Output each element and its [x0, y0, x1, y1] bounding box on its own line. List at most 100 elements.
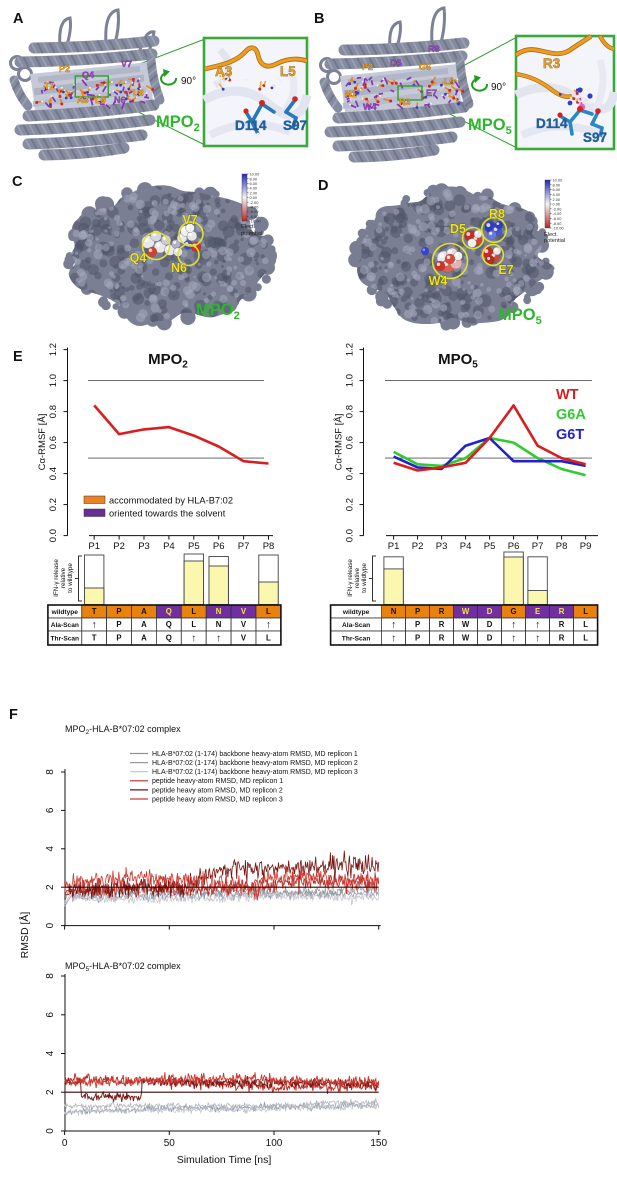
svg-text:P3: P3	[138, 541, 150, 552]
svg-text:L9: L9	[444, 77, 455, 87]
svg-text:HLA-B*07:02 (1-174) backbone h: HLA-B*07:02 (1-174) backbone heavy-atom …	[152, 769, 358, 776]
svg-text:0.4: 0.4	[48, 467, 59, 480]
svg-text:↑: ↑	[511, 619, 516, 631]
svg-text:MPO5: MPO5	[438, 351, 478, 371]
svg-text:8: 8	[45, 973, 56, 979]
svg-text:R: R	[559, 607, 565, 616]
svg-text:D: D	[487, 607, 493, 616]
svg-text:D5: D5	[390, 58, 402, 68]
svg-text:Q: Q	[166, 634, 172, 643]
svg-text:0: 0	[62, 1138, 68, 1149]
svg-text:L5: L5	[95, 95, 106, 105]
svg-text:G: G	[511, 607, 517, 616]
svg-text:W4: W4	[429, 274, 448, 288]
svg-text:Elect.: Elect.	[241, 224, 255, 230]
svg-text:G6A: G6A	[556, 407, 586, 423]
svg-text:wildtype: wildtype	[51, 609, 79, 616]
svg-text:MPO5: MPO5	[468, 116, 512, 137]
svg-text:0: 0	[45, 1128, 56, 1134]
svg-text:N: N	[391, 607, 397, 616]
svg-text:1.0: 1.0	[345, 374, 356, 387]
svg-text:R8: R8	[428, 44, 440, 54]
svg-text:↑: ↑	[391, 632, 396, 644]
svg-text:potential: potential	[544, 238, 565, 244]
svg-text:P1: P1	[88, 541, 100, 552]
svg-text:N6: N6	[171, 261, 187, 275]
svg-text:T: T	[92, 607, 97, 616]
svg-text:L: L	[266, 634, 271, 643]
svg-text:D: D	[318, 178, 328, 194]
svg-text:A: A	[13, 11, 24, 27]
svg-text:L: L	[583, 620, 588, 629]
svg-text:0: 0	[45, 922, 56, 928]
svg-text:to wildtype: to wildtype	[67, 563, 74, 593]
svg-text:P6: P6	[508, 541, 520, 552]
svg-text:2: 2	[45, 1089, 56, 1095]
svg-text:P7: P7	[238, 541, 250, 552]
svg-text:MPO2: MPO2	[196, 301, 240, 322]
svg-text:P9: P9	[580, 541, 592, 552]
svg-text:N: N	[216, 620, 222, 629]
svg-text:A3: A3	[215, 64, 233, 79]
svg-text:peptide heavy-atom RMSD, MD re: peptide heavy-atom RMSD, MD replicon 1	[152, 778, 283, 785]
svg-text:Q: Q	[166, 607, 172, 616]
svg-text:150: 150	[370, 1138, 387, 1149]
svg-text:100: 100	[266, 1138, 283, 1149]
svg-text:oriented towards the solvent: oriented towards the solvent	[109, 509, 226, 519]
svg-text:P: P	[415, 634, 420, 643]
svg-text:P: P	[116, 620, 121, 629]
svg-text:R3: R3	[399, 97, 411, 107]
svg-text:P4: P4	[460, 541, 472, 552]
svg-text:wildtype: wildtype	[342, 609, 370, 616]
svg-text:L: L	[191, 620, 196, 629]
svg-text:D: D	[487, 634, 493, 643]
svg-text:G6: G6	[419, 62, 431, 72]
svg-text:L: L	[583, 607, 588, 616]
svg-text:P2: P2	[362, 62, 373, 72]
svg-text:1.2: 1.2	[48, 343, 59, 356]
svg-text:-10.00: -10.00	[250, 219, 262, 224]
svg-text:Simulation Time [ns]: Simulation Time [ns]	[177, 1154, 272, 1166]
svg-text:HLA-B*07:02 (1-174) backbone h: HLA-B*07:02 (1-174) backbone heavy-atom …	[152, 760, 358, 767]
svg-text:↑: ↑	[511, 632, 516, 644]
svg-text:accommodated by HLA-B7:02: accommodated by HLA-B7:02	[109, 496, 233, 506]
svg-text:4: 4	[45, 1050, 56, 1056]
svg-text:Q4: Q4	[82, 70, 94, 80]
svg-text:P8: P8	[556, 541, 568, 552]
svg-text:↑: ↑	[216, 632, 221, 644]
svg-text:0.6: 0.6	[345, 436, 356, 449]
svg-text:N1: N1	[345, 89, 357, 99]
svg-text:IFN-γ release: IFN-γ release	[53, 559, 60, 597]
svg-text:Cα-RMSF [Å]: Cα-RMSF [Å]	[37, 414, 48, 471]
svg-text:L: L	[266, 607, 271, 616]
svg-text:V7: V7	[121, 59, 132, 69]
svg-text:R: R	[439, 607, 445, 616]
svg-text:F: F	[9, 707, 18, 723]
svg-text:Cα-RMSF [Å]: Cα-RMSF [Å]	[334, 414, 345, 471]
svg-text:90°: 90°	[491, 82, 506, 93]
svg-text:90°: 90°	[181, 76, 196, 87]
svg-text:S97: S97	[283, 118, 307, 133]
svg-text:-10.00: -10.00	[553, 226, 565, 231]
svg-text:E: E	[13, 349, 23, 365]
svg-text:Q4: Q4	[130, 251, 147, 265]
svg-text:P: P	[415, 607, 420, 616]
svg-text:P2: P2	[113, 541, 125, 552]
svg-text:Q: Q	[166, 620, 172, 629]
svg-text:W: W	[462, 607, 470, 616]
svg-text:W: W	[462, 634, 470, 643]
svg-text:T: T	[92, 634, 97, 643]
svg-text:2: 2	[45, 884, 56, 890]
svg-text:T1: T1	[44, 81, 55, 91]
svg-text:P: P	[415, 620, 420, 629]
svg-text:IFN-γ release: IFN-γ release	[347, 559, 354, 597]
svg-text:R8: R8	[489, 207, 505, 221]
svg-text:6: 6	[45, 1012, 56, 1018]
svg-text:Ala-Scan: Ala-Scan	[51, 622, 79, 629]
svg-text:MPO2: MPO2	[148, 351, 188, 371]
svg-text:G6T: G6T	[556, 427, 584, 443]
svg-text:relative: relative	[354, 567, 361, 588]
svg-text:P7: P7	[532, 541, 544, 552]
svg-text:0.2: 0.2	[345, 498, 356, 511]
svg-text:MPO2: MPO2	[156, 113, 200, 134]
